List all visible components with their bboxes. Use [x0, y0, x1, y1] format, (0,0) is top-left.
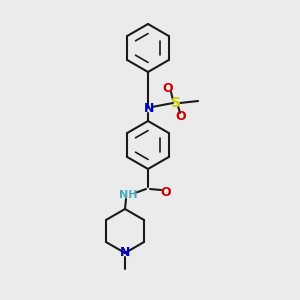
Text: O: O [176, 110, 186, 124]
Text: O: O [163, 82, 173, 95]
Text: N: N [144, 101, 154, 115]
Text: O: O [161, 185, 171, 199]
Text: N: N [120, 247, 130, 260]
Text: NH: NH [119, 190, 137, 200]
Text: S: S [171, 96, 181, 110]
